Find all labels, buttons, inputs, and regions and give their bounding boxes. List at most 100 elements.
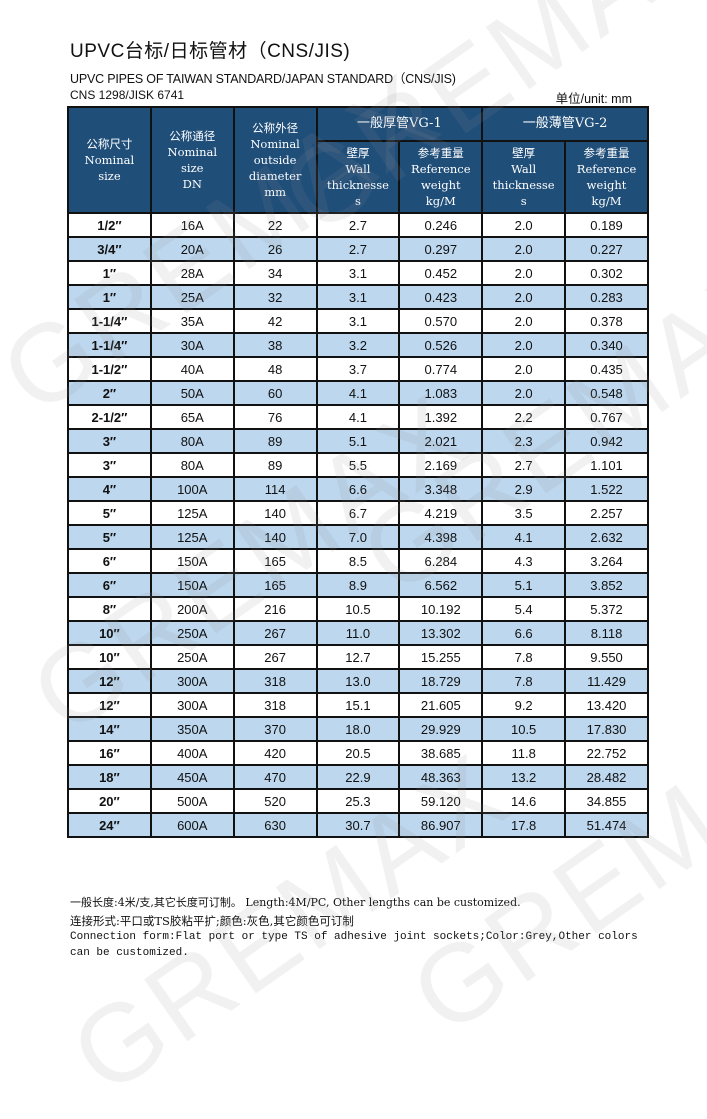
cell-nominal-size: 12″ [67, 668, 152, 694]
cell-vg2-wall: 10.5 [481, 716, 567, 742]
table-row: 6″ 150A 165 8.5 6.284 4.3 3.264 [67, 548, 649, 574]
cell-outside-diameter: 89 [232, 452, 318, 478]
cell-nominal-size: 1-1/2″ [67, 356, 152, 382]
cell-outside-diameter: 630 [232, 812, 318, 838]
cell-vg2-wall: 14.6 [481, 788, 567, 814]
cell-vg2-weight: 34.855 [564, 788, 649, 814]
cell-nominal-size: 16″ [67, 740, 152, 766]
standard-code: CNS 1298/JISK 6741 [70, 88, 185, 102]
cell-nominal-dn: 80A [149, 428, 235, 454]
cell-nominal-size: 18″ [67, 764, 152, 790]
cell-outside-diameter: 267 [232, 620, 318, 646]
cell-vg1-weight: 48.363 [398, 764, 484, 790]
table-row: 1-1/2″ 40A 48 3.7 0.774 2.0 0.435 [67, 356, 649, 382]
cell-vg1-weight: 86.907 [398, 812, 484, 838]
cell-nominal-dn: 300A [149, 668, 235, 694]
cell-vg2-wall: 11.8 [481, 740, 567, 766]
cell-vg2-wall: 5.4 [481, 596, 567, 622]
cell-vg1-wall: 11.0 [315, 620, 401, 646]
cell-nominal-dn: 300A [149, 692, 235, 718]
cell-outside-diameter: 140 [232, 500, 318, 526]
cell-vg2-weight: 0.302 [564, 260, 649, 286]
table-row: 5″ 125A 140 6.7 4.219 3.5 2.257 [67, 500, 649, 526]
cell-vg1-weight: 21.605 [398, 692, 484, 718]
cell-nominal-size: 12″ [67, 692, 152, 718]
table-row: 4″ 100A 114 6.6 3.348 2.9 1.522 [67, 476, 649, 502]
cell-vg1-wall: 6.6 [315, 476, 401, 502]
table-row: 3″ 80A 89 5.1 2.021 2.3 0.942 [67, 428, 649, 454]
cell-vg1-weight: 59.120 [398, 788, 484, 814]
cell-vg2-weight: 0.435 [564, 356, 649, 382]
cell-nominal-dn: 16A [149, 212, 235, 238]
cell-vg1-weight: 29.929 [398, 716, 484, 742]
cell-vg1-weight: 6.284 [398, 548, 484, 574]
cell-vg2-wall: 2.0 [481, 284, 567, 310]
cell-vg2-weight: 1.522 [564, 476, 649, 502]
cell-vg2-weight: 0.942 [564, 428, 649, 454]
cell-vg2-weight: 0.378 [564, 308, 649, 334]
cell-vg1-wall: 30.7 [315, 812, 401, 838]
cell-vg1-weight: 38.685 [398, 740, 484, 766]
table-row: 5″ 125A 140 7.0 4.398 4.1 2.632 [67, 524, 649, 550]
table-row: 16″ 400A 420 20.5 38.685 11.8 22.752 [67, 740, 649, 766]
table-row: 10″ 250A 267 11.0 13.302 6.6 8.118 [67, 620, 649, 646]
cell-nominal-size: 3″ [67, 428, 152, 454]
cell-outside-diameter: 420 [232, 740, 318, 766]
cell-vg2-wall: 2.2 [481, 404, 567, 430]
col-group-vg2: 一般薄管VG-2 [481, 106, 649, 142]
cell-vg1-wall: 8.9 [315, 572, 401, 598]
cell-vg2-wall: 17.8 [481, 812, 567, 838]
cell-vg2-wall: 2.9 [481, 476, 567, 502]
cell-nominal-size: 1″ [67, 260, 152, 286]
cell-vg2-weight: 5.372 [564, 596, 649, 622]
cell-outside-diameter: 140 [232, 524, 318, 550]
cell-nominal-size: 24″ [67, 812, 152, 838]
cell-outside-diameter: 267 [232, 644, 318, 670]
cell-vg1-wall: 8.5 [315, 548, 401, 574]
cell-vg1-weight: 0.570 [398, 308, 484, 334]
table-row: 18″ 450A 470 22.9 48.363 13.2 28.482 [67, 764, 649, 790]
table-row: 24″ 600A 630 30.7 86.907 17.8 51.474 [67, 812, 649, 838]
cell-outside-diameter: 32 [232, 284, 318, 310]
cell-vg1-weight: 2.021 [398, 428, 484, 454]
cell-nominal-dn: 125A [149, 500, 235, 526]
cell-vg1-wall: 4.1 [315, 380, 401, 406]
cell-nominal-dn: 80A [149, 452, 235, 478]
cell-outside-diameter: 26 [232, 236, 318, 262]
cell-vg1-wall: 3.1 [315, 308, 401, 334]
cell-vg2-wall: 2.0 [481, 260, 567, 286]
cell-vg2-wall: 2.0 [481, 212, 567, 238]
cell-outside-diameter: 520 [232, 788, 318, 814]
cell-nominal-dn: 200A [149, 596, 235, 622]
cell-vg1-weight: 3.348 [398, 476, 484, 502]
note-length: 一般长度:4米/支,其它长度可订制。 Length:4M/PC, Other l… [70, 896, 521, 909]
cell-nominal-size: 4″ [67, 476, 152, 502]
cell-nominal-dn: 65A [149, 404, 235, 430]
cell-vg2-weight: 0.340 [564, 332, 649, 358]
cell-vg1-wall: 18.0 [315, 716, 401, 742]
cell-outside-diameter: 48 [232, 356, 318, 382]
cell-vg2-weight: 22.752 [564, 740, 649, 766]
col-outside-diameter: 公称外径 Nominal outside diameter mm [232, 106, 318, 214]
cell-outside-diameter: 89 [232, 428, 318, 454]
cell-outside-diameter: 38 [232, 332, 318, 358]
cell-vg2-wall: 2.0 [481, 356, 567, 382]
cell-nominal-dn: 450A [149, 764, 235, 790]
note-connection-en: Connection form:Flat port or type TS of … [70, 931, 638, 943]
cell-vg1-wall: 3.1 [315, 284, 401, 310]
cell-nominal-size: 14″ [67, 716, 152, 742]
cell-nominal-size: 1-1/4″ [67, 308, 152, 334]
cell-vg2-weight: 2.257 [564, 500, 649, 526]
cell-vg2-wall: 2.0 [481, 380, 567, 406]
cell-vg1-weight: 10.192 [398, 596, 484, 622]
cell-nominal-size: 20″ [67, 788, 152, 814]
cell-nominal-dn: 50A [149, 380, 235, 406]
cell-nominal-dn: 250A [149, 620, 235, 646]
cell-vg1-wall: 13.0 [315, 668, 401, 694]
table-row: 20″ 500A 520 25.3 59.120 14.6 34.855 [67, 788, 649, 814]
cell-vg2-wall: 4.3 [481, 548, 567, 574]
cell-vg2-wall: 6.6 [481, 620, 567, 646]
cell-nominal-size: 6″ [67, 572, 152, 598]
cell-outside-diameter: 42 [232, 308, 318, 334]
cell-nominal-dn: 350A [149, 716, 235, 742]
